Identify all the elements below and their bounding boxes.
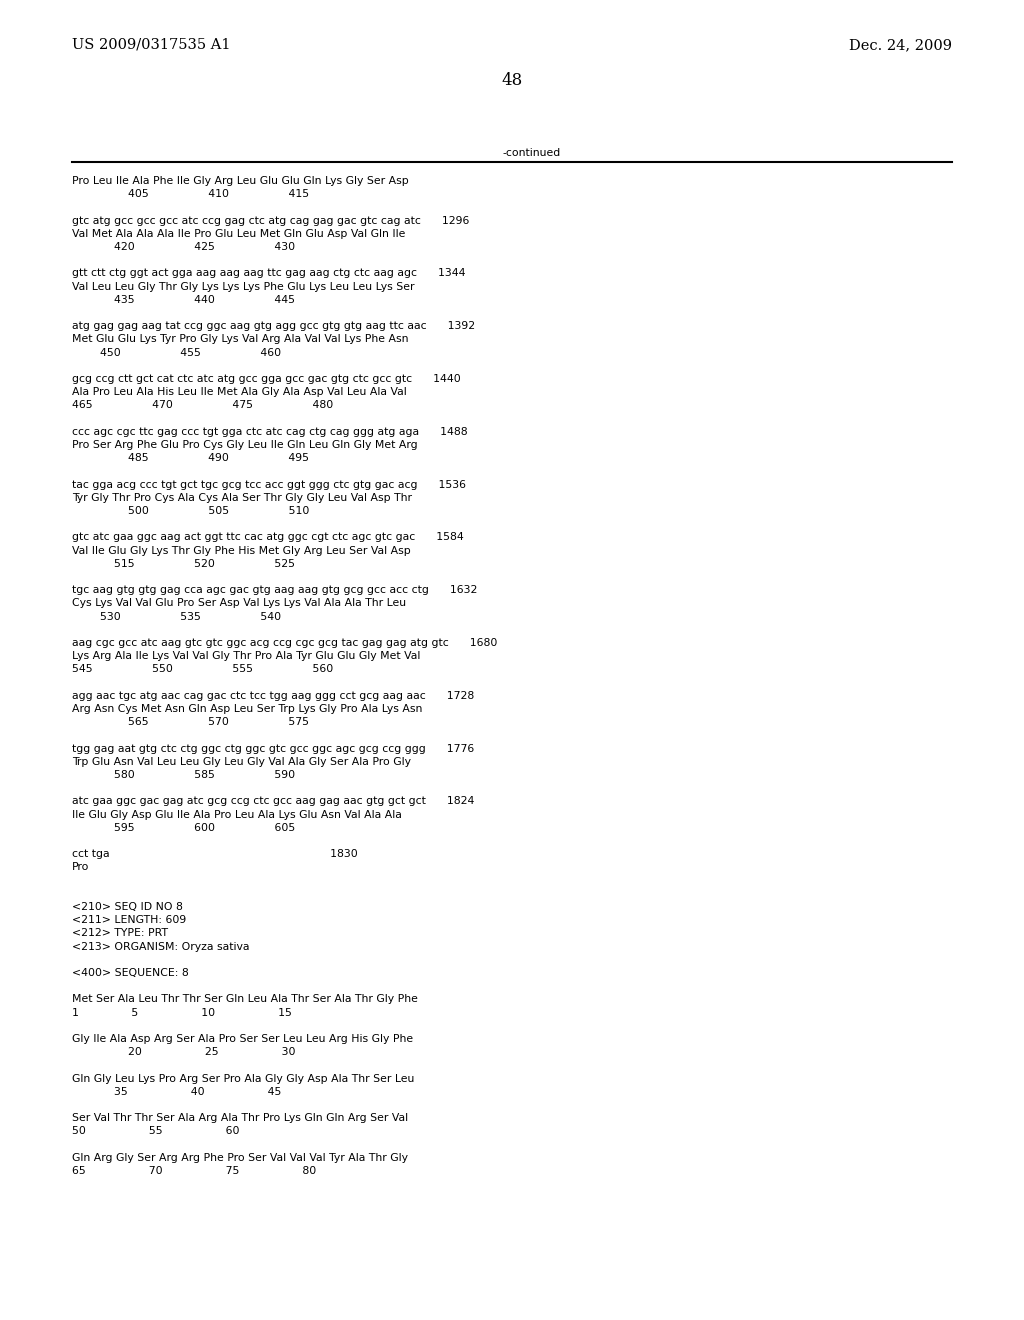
Text: tgg gag aat gtg ctc ctg ggc ctg ggc gtc gcc ggc agc gcg ccg ggg      1776: tgg gag aat gtg ctc ctg ggc ctg ggc gtc … xyxy=(72,743,474,754)
Text: gcg ccg ctt gct cat ctc atc atg gcc gga gcc gac gtg ctc gcc gtc      1440: gcg ccg ctt gct cat ctc atc atg gcc gga … xyxy=(72,374,461,384)
Text: Val Leu Leu Gly Thr Gly Lys Lys Lys Phe Glu Lys Leu Leu Lys Ser: Val Leu Leu Gly Thr Gly Lys Lys Lys Phe … xyxy=(72,281,415,292)
Text: aag cgc gcc atc aag gtc gtc ggc acg ccg cgc gcg tac gag gag atg gtc      1680: aag cgc gcc atc aag gtc gtc ggc acg ccg … xyxy=(72,638,498,648)
Text: 580                 585                 590: 580 585 590 xyxy=(72,770,295,780)
Text: Tyr Gly Thr Pro Cys Ala Cys Ala Ser Thr Gly Gly Leu Val Asp Thr: Tyr Gly Thr Pro Cys Ala Cys Ala Ser Thr … xyxy=(72,492,412,503)
Text: Cys Lys Val Val Glu Pro Ser Asp Val Lys Lys Val Ala Ala Thr Leu: Cys Lys Val Val Glu Pro Ser Asp Val Lys … xyxy=(72,598,407,609)
Text: Trp Glu Asn Val Leu Leu Gly Leu Gly Val Ala Gly Ser Ala Pro Gly: Trp Glu Asn Val Leu Leu Gly Leu Gly Val … xyxy=(72,756,411,767)
Text: 1               5                  10                  15: 1 5 10 15 xyxy=(72,1007,292,1018)
Text: Pro: Pro xyxy=(72,862,89,873)
Text: 515                 520                 525: 515 520 525 xyxy=(72,558,295,569)
Text: <210> SEQ ID NO 8: <210> SEQ ID NO 8 xyxy=(72,902,183,912)
Text: Val Ile Glu Gly Lys Thr Gly Phe His Met Gly Arg Leu Ser Val Asp: Val Ile Glu Gly Lys Thr Gly Phe His Met … xyxy=(72,545,411,556)
Text: Arg Asn Cys Met Asn Gln Asp Leu Ser Trp Lys Gly Pro Ala Lys Asn: Arg Asn Cys Met Asn Gln Asp Leu Ser Trp … xyxy=(72,704,422,714)
Text: 595                 600                 605: 595 600 605 xyxy=(72,822,295,833)
Text: Lys Arg Ala Ile Lys Val Val Gly Thr Pro Ala Tyr Glu Glu Gly Met Val: Lys Arg Ala Ile Lys Val Val Gly Thr Pro … xyxy=(72,651,421,661)
Text: Val Met Ala Ala Ala Ile Pro Glu Leu Met Gln Glu Asp Val Gln Ile: Val Met Ala Ala Ala Ile Pro Glu Leu Met … xyxy=(72,228,406,239)
Text: <213> ORGANISM: Oryza sativa: <213> ORGANISM: Oryza sativa xyxy=(72,941,250,952)
Text: Pro Ser Arg Phe Glu Pro Cys Gly Leu Ile Gln Leu Gln Gly Met Arg: Pro Ser Arg Phe Glu Pro Cys Gly Leu Ile … xyxy=(72,440,418,450)
Text: 35                  40                  45: 35 40 45 xyxy=(72,1086,282,1097)
Text: 405                 410                 415: 405 410 415 xyxy=(72,189,309,199)
Text: ccc agc cgc ttc gag ccc tgt gga ctc atc cag ctg cag ggg atg aga      1488: ccc agc cgc ttc gag ccc tgt gga ctc atc … xyxy=(72,426,468,437)
Text: 420                 425                 430: 420 425 430 xyxy=(72,242,295,252)
Text: Dec. 24, 2009: Dec. 24, 2009 xyxy=(849,38,952,51)
Text: atc gaa ggc gac gag atc gcg ccg ctc gcc aag gag aac gtg gct gct      1824: atc gaa ggc gac gag atc gcg ccg ctc gcc … xyxy=(72,796,474,807)
Text: -continued: -continued xyxy=(503,148,561,158)
Text: 435                 440                 445: 435 440 445 xyxy=(72,294,295,305)
Text: Gln Gly Leu Lys Pro Arg Ser Pro Ala Gly Gly Asp Ala Thr Ser Leu: Gln Gly Leu Lys Pro Arg Ser Pro Ala Gly … xyxy=(72,1073,415,1084)
Text: Gln Arg Gly Ser Arg Arg Phe Pro Ser Val Val Val Tyr Ala Thr Gly: Gln Arg Gly Ser Arg Arg Phe Pro Ser Val … xyxy=(72,1152,408,1163)
Text: <400> SEQUENCE: 8: <400> SEQUENCE: 8 xyxy=(72,968,188,978)
Text: Ile Glu Gly Asp Glu Ile Ala Pro Leu Ala Lys Glu Asn Val Ala Ala: Ile Glu Gly Asp Glu Ile Ala Pro Leu Ala … xyxy=(72,809,401,820)
Text: 50                  55                  60: 50 55 60 xyxy=(72,1126,240,1137)
Text: tac gga acg ccc tgt gct tgc gcg tcc acc ggt ggg ctc gtg gac acg      1536: tac gga acg ccc tgt gct tgc gcg tcc acc … xyxy=(72,479,466,490)
Text: 565                 570                 575: 565 570 575 xyxy=(72,717,309,727)
Text: <211> LENGTH: 609: <211> LENGTH: 609 xyxy=(72,915,186,925)
Text: <212> TYPE: PRT: <212> TYPE: PRT xyxy=(72,928,168,939)
Text: Ser Val Thr Thr Ser Ala Arg Ala Thr Pro Lys Gln Gln Arg Ser Val: Ser Val Thr Thr Ser Ala Arg Ala Thr Pro … xyxy=(72,1113,409,1123)
Text: atg gag gag aag tat ccg ggc aag gtg agg gcc gtg gtg aag ttc aac      1392: atg gag gag aag tat ccg ggc aag gtg agg … xyxy=(72,321,475,331)
Text: 530                 535                 540: 530 535 540 xyxy=(72,611,282,622)
Text: US 2009/0317535 A1: US 2009/0317535 A1 xyxy=(72,38,230,51)
Text: tgc aag gtg gtg gag cca agc gac gtg aag aag gtg gcg gcc acc ctg      1632: tgc aag gtg gtg gag cca agc gac gtg aag … xyxy=(72,585,477,595)
Text: 48: 48 xyxy=(502,73,522,88)
Text: 65                  70                  75                  80: 65 70 75 80 xyxy=(72,1166,316,1176)
Text: Met Glu Glu Lys Tyr Pro Gly Lys Val Arg Ala Val Val Lys Phe Asn: Met Glu Glu Lys Tyr Pro Gly Lys Val Arg … xyxy=(72,334,409,345)
Text: 500                 505                 510: 500 505 510 xyxy=(72,506,309,516)
Text: 20                  25                  30: 20 25 30 xyxy=(72,1047,296,1057)
Text: cct tga                                                               1830: cct tga 1830 xyxy=(72,849,357,859)
Text: 485                 490                 495: 485 490 495 xyxy=(72,453,309,463)
Text: 545                 550                 555                 560: 545 550 555 560 xyxy=(72,664,333,675)
Text: gtc atc gaa ggc aag act ggt ttc cac atg ggc cgt ctc agc gtc gac      1584: gtc atc gaa ggc aag act ggt ttc cac atg … xyxy=(72,532,464,543)
Text: 450                 455                 460: 450 455 460 xyxy=(72,347,282,358)
Text: 465                 470                 475                 480: 465 470 475 480 xyxy=(72,400,333,411)
Text: Ala Pro Leu Ala His Leu Ile Met Ala Gly Ala Asp Val Leu Ala Val: Ala Pro Leu Ala His Leu Ile Met Ala Gly … xyxy=(72,387,407,397)
Text: Met Ser Ala Leu Thr Thr Ser Gln Leu Ala Thr Ser Ala Thr Gly Phe: Met Ser Ala Leu Thr Thr Ser Gln Leu Ala … xyxy=(72,994,418,1005)
Text: Pro Leu Ile Ala Phe Ile Gly Arg Leu Glu Glu Gln Lys Gly Ser Asp: Pro Leu Ile Ala Phe Ile Gly Arg Leu Glu … xyxy=(72,176,409,186)
Text: gtt ctt ctg ggt act gga aag aag aag ttc gag aag ctg ctc aag agc      1344: gtt ctt ctg ggt act gga aag aag aag ttc … xyxy=(72,268,466,279)
Text: Gly Ile Ala Asp Arg Ser Ala Pro Ser Ser Leu Leu Arg His Gly Phe: Gly Ile Ala Asp Arg Ser Ala Pro Ser Ser … xyxy=(72,1034,413,1044)
Text: agg aac tgc atg aac cag gac ctc tcc tgg aag ggg cct gcg aag aac      1728: agg aac tgc atg aac cag gac ctc tcc tgg … xyxy=(72,690,474,701)
Text: gtc atg gcc gcc gcc atc ccg gag ctc atg cag gag gac gtc cag atc      1296: gtc atg gcc gcc gcc atc ccg gag ctc atg … xyxy=(72,215,469,226)
